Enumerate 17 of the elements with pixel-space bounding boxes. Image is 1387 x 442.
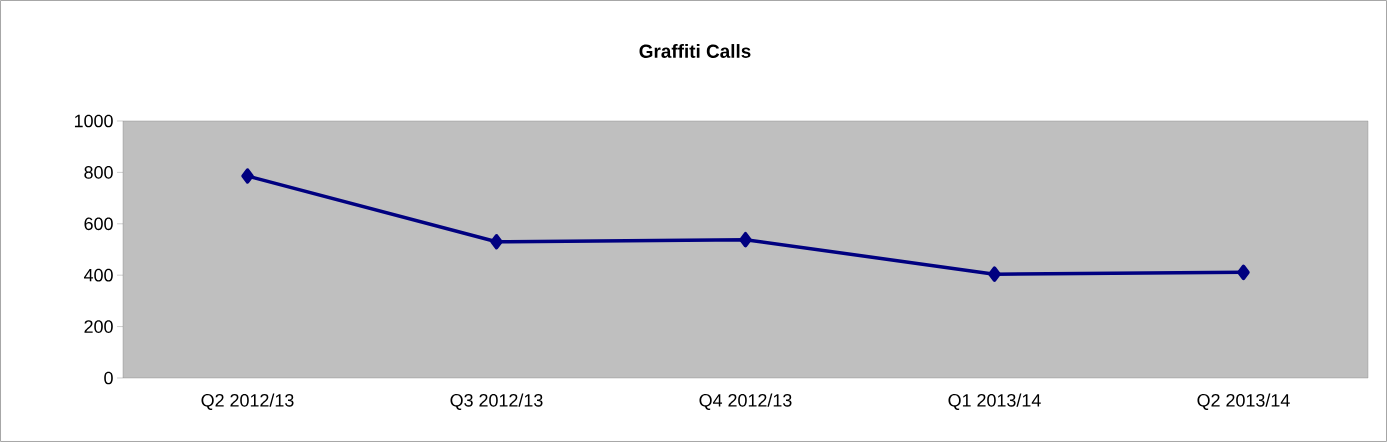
y-tick-label: 400	[83, 268, 113, 282]
y-tick-label: 200	[84, 320, 113, 333]
x-tick-label: Q1 2013/14	[948, 393, 1041, 410]
point	[1237, 264, 1250, 281]
point	[490, 234, 503, 250]
x-tick-label: Q4 2012/13	[699, 393, 792, 410]
point	[241, 168, 254, 184]
y-tick-label: 800	[84, 166, 113, 179]
x-tick-label: Q3 2012/13	[450, 393, 543, 410]
point	[988, 266, 1001, 282]
x-tick-label: Q2 2013/14	[1197, 393, 1290, 410]
chart-title: Graffiti Calls	[639, 44, 751, 58]
y-tick-label: 0	[104, 371, 113, 385]
y-tick-label: 600	[84, 217, 113, 231]
y-tick-label: 1000	[74, 114, 113, 128]
point	[739, 231, 752, 248]
x-tick-label: Q2 2012/13	[201, 393, 294, 410]
